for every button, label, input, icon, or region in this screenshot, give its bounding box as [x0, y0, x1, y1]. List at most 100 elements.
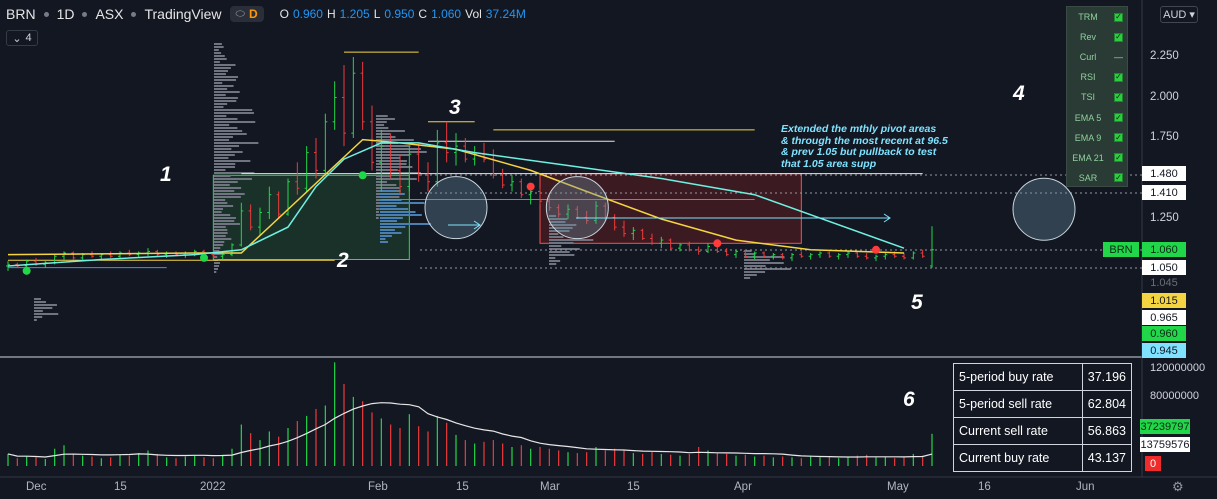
settings-gear-icon[interactable]: ⚙ [1172, 479, 1184, 494]
ema-cyan-line [7, 142, 905, 267]
volume-profile-bar [376, 127, 389, 129]
volume-profile-bar [214, 67, 231, 69]
volume-profile-bar [376, 214, 380, 216]
volume-profile-bar [214, 163, 236, 165]
checkbox-checked-icon[interactable]: ✓ [1114, 152, 1123, 163]
volume-profile-bar [214, 154, 235, 156]
volume-profile-bar [214, 76, 239, 78]
volume-profile-bar [380, 229, 395, 231]
dash-icon[interactable]: — [1114, 52, 1123, 63]
volume-profile-bar [214, 160, 251, 162]
volume-profile-bar [214, 232, 228, 234]
separator-dot [43, 11, 49, 17]
table-row: Current buy rate 43.137 [953, 444, 1133, 472]
indicators-collapse-button[interactable]: ⌄ 4 [6, 30, 38, 46]
legend-item[interactable]: TRM ✓ [1067, 7, 1127, 27]
volume-profile-bar [376, 217, 379, 219]
stat-label: Current buy rate [953, 444, 1083, 472]
volume-profile-bar [214, 247, 221, 249]
legend-item-label: RSI [1080, 72, 1096, 83]
ohlc-readout: O 0.960 H 1.205 L 0.950 C 1.060 Vol 37.24M [280, 7, 526, 21]
volume-profile-bar [214, 166, 236, 168]
volume-profile-bar [214, 88, 228, 90]
interval-label[interactable]: 1D [56, 6, 75, 22]
checkbox-checked-icon[interactable]: ✓ [1114, 132, 1123, 143]
x-tick: May [887, 481, 909, 493]
legend-item[interactable]: SAR ✓ [1067, 168, 1127, 188]
legend-item[interactable]: EMA 5 ✓ [1067, 107, 1127, 127]
volume-profile-bar [214, 181, 238, 183]
volume-profile-bar [376, 208, 380, 210]
currency-selector[interactable]: AUD ▾ [1160, 6, 1198, 23]
volume-profile-bar [549, 242, 574, 244]
volume-profile-bar [214, 49, 219, 51]
volume-profile-bar [380, 235, 392, 237]
volume-profile-bar [380, 232, 402, 234]
annotation-1: 1 [160, 163, 172, 186]
volume-profile-bar [380, 202, 425, 204]
legend-item-label: TSI [1080, 92, 1095, 103]
volume-profile-bar [34, 310, 43, 312]
checkbox-checked-icon[interactable]: ✓ [1114, 112, 1123, 123]
legend-item[interactable]: EMA 9 ✓ [1067, 128, 1127, 148]
delay-badge[interactable]: ⬭ D [229, 6, 264, 22]
legend-item[interactable]: Curl — [1067, 47, 1127, 67]
volume-profile-bar [214, 79, 237, 81]
separator-dot [82, 11, 88, 17]
legend-item[interactable]: TSI ✓ [1067, 87, 1127, 107]
volume-profile-bar [214, 190, 235, 192]
x-tick: 16 [978, 481, 991, 493]
x-tick: Feb [368, 481, 388, 493]
analysis-note: Extended the mthly pivot areas & through… [781, 123, 1001, 170]
checkbox-checked-icon[interactable]: ✓ [1114, 92, 1123, 102]
legend-item[interactable]: RSI ✓ [1067, 67, 1127, 87]
price-tick: 2.000 [1150, 91, 1179, 103]
volume-profile-bar [376, 184, 397, 186]
volume-profile-bar [214, 109, 253, 111]
volume-profile-bar [214, 70, 229, 72]
volume-profile-bar [214, 133, 247, 135]
signal-dot [358, 171, 367, 180]
volume-value: 37.24M [485, 7, 526, 21]
volume-profile-bar [214, 178, 252, 180]
volume-profile-bar [34, 301, 46, 303]
volume-profile-bar [549, 236, 564, 238]
volume-profile-bar [376, 115, 388, 117]
volume-profile-bar [376, 157, 400, 159]
checkbox-checked-icon[interactable]: ✓ [1114, 172, 1123, 183]
volume-profile-bar [34, 307, 53, 309]
volume-profile-bar [214, 169, 226, 171]
volume-profile-bar [214, 265, 220, 267]
legend-item[interactable]: Rev ✓ [1067, 27, 1127, 47]
volume-profile-bar [376, 121, 387, 123]
signal-dot [22, 266, 31, 275]
legend-item[interactable]: EMA 21 ✓ [1067, 148, 1127, 168]
volume-profile-bar [214, 91, 240, 93]
volume-profile-bar [214, 235, 226, 237]
table-row: Current sell rate 56.863 [953, 417, 1133, 445]
symbol-label[interactable]: BRN [6, 6, 36, 22]
checkbox-checked-icon[interactable]: ✓ [1114, 12, 1123, 22]
checkbox-checked-icon[interactable]: ✓ [1114, 32, 1123, 42]
volume-profile-bar [214, 187, 242, 189]
signal-dot [713, 239, 722, 248]
volume-profile-bar [214, 223, 240, 225]
annotation-6: 6 [903, 388, 915, 411]
checkbox-checked-icon[interactable]: ✓ [1114, 72, 1123, 82]
low-label: L [373, 7, 381, 21]
price-label-1480: 1.480 [1142, 166, 1186, 181]
volume-profile-bar [549, 233, 559, 235]
price-label-0945: 0.945 [1142, 343, 1186, 358]
annotation-5: 5 [911, 291, 923, 314]
note-line: & prev 1.05 but pullback to test [781, 146, 937, 159]
link-icon: ⬭ [235, 7, 245, 20]
legend-item-label: EMA 5 [1074, 112, 1102, 123]
volume-profile-bar [549, 218, 568, 220]
price-label-1410: 1.410 [1142, 185, 1186, 200]
volume-profile-bar [214, 253, 224, 255]
volume-profile-bar [214, 151, 243, 153]
symbol-price-tag: BRN [1103, 242, 1139, 257]
highlight-circle [424, 176, 488, 240]
volume-profile-bar [376, 124, 385, 126]
